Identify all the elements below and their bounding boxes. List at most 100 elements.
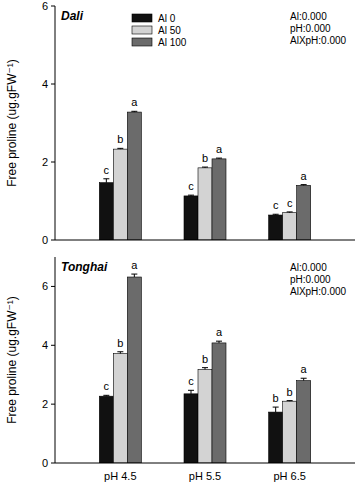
legend-swatch: [132, 14, 152, 22]
error-bar: [188, 195, 194, 197]
y-axis: [55, 6, 56, 240]
error-cap: [188, 390, 194, 391]
error-cap: [273, 214, 279, 215]
x-axis: [55, 240, 355, 241]
y-axis-label: Free proline (ug.gFW⁻¹): [5, 296, 19, 424]
error-bar: [273, 407, 279, 412]
y-tick: [51, 6, 55, 7]
x-axis: [55, 463, 355, 464]
bar: [198, 369, 212, 463]
significance-letter: a: [131, 259, 138, 271]
significance-letter: c: [287, 197, 293, 209]
plot-area: [99, 111, 310, 240]
significance-letter: b: [117, 337, 123, 349]
significance-letter: c: [104, 380, 110, 392]
y-tick-label: 4: [42, 78, 48, 90]
error-cap: [301, 378, 307, 379]
significance-letter: b: [287, 386, 293, 398]
significance-letter: b: [202, 353, 208, 365]
bar: [283, 401, 297, 463]
panel: cccbbcaaa0246Free proline (ug.gFW⁻¹)Dali…: [5, 0, 355, 246]
stat-annotation: AlXpH:0.000: [290, 35, 347, 46]
error-cap: [216, 158, 222, 159]
error-cap: [117, 148, 123, 149]
error-cap: [103, 395, 109, 396]
error-bar: [117, 352, 123, 354]
error-cap: [131, 111, 137, 112]
bar: [184, 394, 198, 463]
error-bar: [287, 400, 293, 402]
bar: [127, 112, 141, 240]
error-bar: [131, 111, 137, 113]
error-bar: [301, 184, 307, 186]
y-tick: [51, 84, 55, 85]
bar: [198, 168, 212, 240]
x-tick-label: pH 6.5: [273, 470, 305, 482]
legend-label: Al 50: [158, 25, 181, 36]
significance-letter: c: [273, 199, 279, 211]
legend-swatch: [132, 38, 152, 46]
stat-annotation: AlXpH:0.000: [290, 286, 347, 297]
x-tick-label: pH 4.5: [104, 470, 136, 482]
error-bar: [216, 158, 222, 160]
bar: [113, 354, 127, 463]
y-tick-label: 2: [42, 398, 48, 410]
error-cap: [202, 367, 208, 368]
panel: ccbbbbaaa0246pH 4.5pH 5.5pH 6.5Free prol…: [5, 257, 355, 482]
y-tick-label: 4: [42, 339, 48, 351]
bar: [212, 159, 226, 240]
y-tick-label: 2: [42, 156, 48, 168]
panel-title: Tonghai: [61, 260, 108, 274]
error-cap: [287, 211, 293, 212]
significance-letter: a: [216, 326, 223, 338]
bar: [99, 396, 113, 463]
error-cap: [273, 407, 279, 408]
significance-letter: b: [117, 133, 123, 145]
error-bar: [117, 148, 123, 150]
bar: [269, 215, 283, 240]
bar: [297, 381, 311, 463]
error-cap: [202, 167, 208, 168]
error-bar: [188, 390, 194, 394]
error-bar: [301, 378, 307, 380]
panel-title: Dali: [61, 9, 84, 23]
error-stem: [275, 407, 276, 412]
error-cap: [287, 400, 293, 401]
y-tick-label: 6: [42, 280, 48, 292]
error-cap: [188, 195, 194, 196]
legend-label: Al 0: [158, 13, 176, 24]
significance-letter: c: [188, 180, 194, 192]
bar: [127, 277, 141, 463]
y-tick: [51, 463, 55, 464]
bar: [113, 149, 127, 240]
error-bar: [131, 274, 137, 277]
error-bar: [202, 167, 208, 169]
significance-letter: b: [202, 152, 208, 164]
y-tick: [51, 404, 55, 405]
significance-letter: c: [188, 375, 194, 387]
x-tick-label: pH 5.5: [189, 470, 221, 482]
error-cap: [131, 274, 137, 275]
error-bar: [216, 341, 222, 343]
error-stem: [191, 390, 192, 394]
significance-letter: a: [301, 170, 308, 182]
error-cap: [117, 351, 123, 352]
bar: [99, 183, 113, 240]
significance-letter: a: [216, 143, 223, 155]
y-axis: [55, 257, 56, 463]
plot-area: [99, 274, 310, 463]
y-tick: [51, 286, 55, 287]
error-cap: [103, 178, 109, 179]
y-tick: [51, 345, 55, 346]
bar: [269, 412, 283, 463]
stat-annotation: Al:0.000: [290, 262, 327, 273]
stat-annotation: Al:0.000: [290, 11, 327, 22]
significance-letter: c: [104, 164, 110, 176]
error-bar: [287, 211, 293, 213]
figure: cccbbcaaa0246Free proline (ug.gFW⁻¹)Dali…: [0, 0, 361, 500]
error-stem: [106, 179, 107, 183]
error-cap: [216, 341, 222, 342]
y-tick-label: 0: [42, 234, 48, 246]
y-tick-label: 0: [42, 457, 48, 469]
bar: [297, 185, 311, 240]
